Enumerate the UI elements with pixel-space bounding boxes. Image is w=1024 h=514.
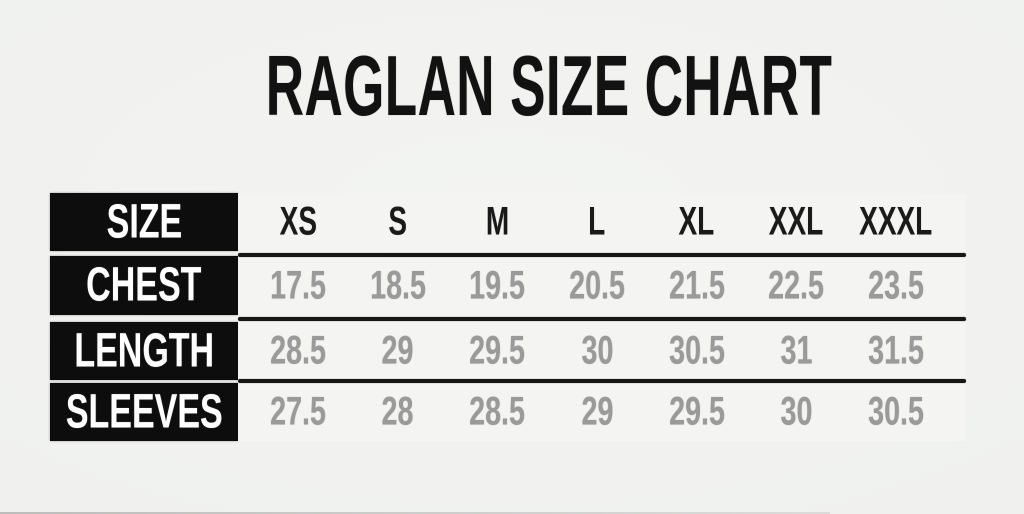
value-text: 22.5	[768, 262, 825, 308]
value-text: 18.5	[369, 262, 426, 308]
value-text: 28.5	[469, 389, 526, 434]
row-divider-line	[238, 317, 966, 321]
value-text: 29	[581, 389, 613, 434]
value-cell: 30.5	[846, 383, 946, 441]
value-text: 29.5	[668, 389, 725, 434]
column-header-xs: XS	[248, 193, 348, 251]
value-text: 30.5	[868, 389, 925, 434]
row-label-text: CHEST	[86, 258, 202, 312]
column-header-label: XL	[678, 199, 715, 244]
value-cell: 21.5	[647, 256, 747, 315]
table-row-length: LENGTH 28.5 29 29.5 30 30.5 31 31.5	[50, 322, 966, 380]
column-header-xxl: XXL	[747, 193, 847, 251]
column-header-l: L	[547, 193, 647, 251]
value-text: 31.5	[868, 328, 925, 373]
value-cell: 29.5	[647, 383, 747, 441]
value-text: 28	[381, 389, 414, 434]
column-header-m: M	[447, 193, 547, 251]
row-label-text: SLEEVES	[65, 385, 223, 438]
column-header-label: XS	[279, 199, 317, 244]
row-label-sleeves: SLEEVES	[50, 383, 238, 441]
row-divider-line	[238, 253, 966, 257]
length-cells: 28.5 29 29.5 30 30.5 31 31.5	[238, 322, 966, 380]
value-cell: 22.5	[747, 256, 847, 315]
value-text: 29.5	[469, 328, 526, 373]
value-cell: 27.5	[248, 383, 348, 441]
value-cell: 23.5	[846, 256, 946, 315]
table-row-chest: CHEST 17.5 18.5 19.5 20.5 21.5 22.5 23.5	[50, 256, 966, 315]
value-text: 31	[780, 328, 813, 373]
table-row-sleeves: SLEEVES 27.5 28 28.5 29 29.5 30 30.5	[50, 383, 966, 441]
value-text: 30	[780, 389, 813, 434]
value-text: 19.5	[469, 262, 526, 308]
value-cell: 28	[348, 383, 448, 441]
value-text: 23.5	[868, 262, 925, 308]
header-cells: XS S M L XL XXL XXXL	[238, 193, 966, 251]
column-header-label: XXL	[769, 199, 824, 244]
corner-label: SIZE	[106, 195, 182, 248]
column-header-label: XXXL	[859, 199, 933, 244]
column-header-label: M	[485, 199, 509, 244]
value-text: 17.5	[269, 262, 326, 308]
value-cell: 30	[547, 322, 647, 380]
value-cell: 19.5	[447, 256, 547, 315]
value-cell: 18.5	[348, 256, 448, 315]
row-label-length: LENGTH	[50, 322, 238, 380]
value-cell: 29	[348, 322, 448, 380]
value-cell: 20.5	[547, 256, 647, 315]
column-header-label: L	[588, 199, 606, 244]
size-chart-table: SIZE XS S M L XL XXL XXXL CHEST 17.5 18.…	[50, 193, 966, 441]
value-text: 30.5	[668, 328, 725, 373]
sleeves-cells: 27.5 28 28.5 29 29.5 30 30.5	[238, 383, 966, 441]
column-header-label: S	[388, 199, 407, 244]
value-text: 29	[381, 328, 414, 373]
value-cell: 28.5	[447, 383, 547, 441]
value-text: 27.5	[269, 389, 326, 434]
chart-title: RAGLAN SIZE CHART	[265, 38, 833, 134]
row-label-text: LENGTH	[74, 324, 214, 377]
row-label-chest: CHEST	[50, 256, 238, 315]
table-header-row: SIZE XS S M L XL XXL XXXL	[50, 193, 966, 251]
value-cell: 29.5	[447, 322, 547, 380]
value-cell: 28.5	[248, 322, 348, 380]
row-divider-line	[238, 379, 966, 383]
chest-cells: 17.5 18.5 19.5 20.5 21.5 22.5 23.5	[238, 256, 966, 315]
value-cell: 29	[547, 383, 647, 441]
value-text: 21.5	[668, 262, 725, 308]
column-header-xl: XL	[647, 193, 747, 251]
value-text: 30	[581, 328, 613, 373]
value-cell: 30.5	[647, 322, 747, 380]
column-header-s: S	[348, 193, 448, 251]
value-cell: 31.5	[846, 322, 946, 380]
photo-edge-artifact	[0, 512, 830, 514]
value-cell: 30	[747, 383, 847, 441]
column-header-xxxl: XXXL	[846, 193, 946, 251]
value-text: 28.5	[269, 328, 326, 373]
corner-cell-size: SIZE	[50, 193, 238, 251]
value-cell: 17.5	[248, 256, 348, 315]
value-cell: 31	[747, 322, 847, 380]
value-text: 20.5	[569, 262, 625, 308]
